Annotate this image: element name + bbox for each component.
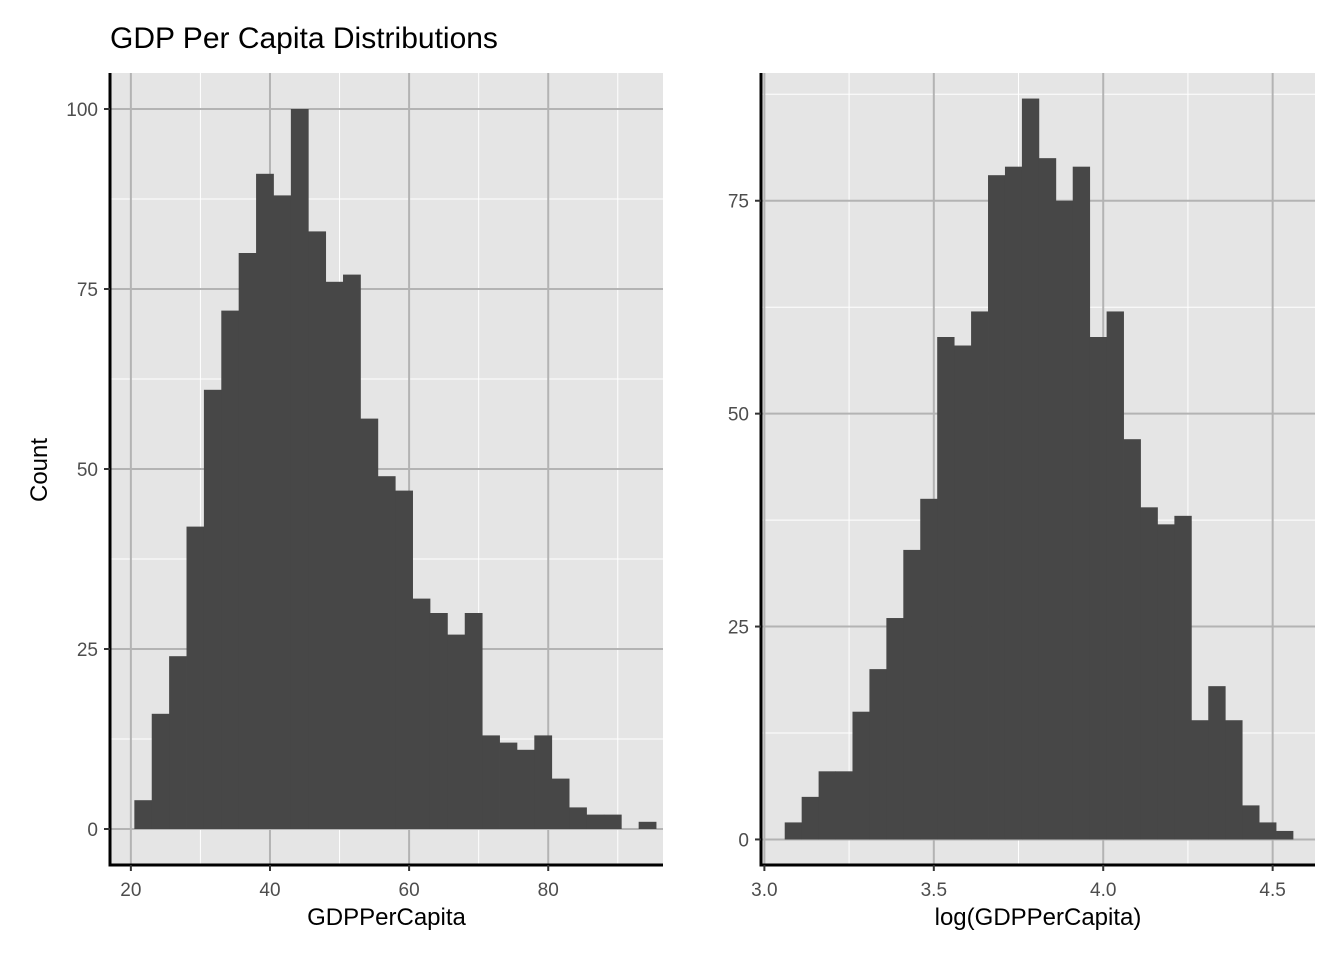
panel1-histogram-bar [186, 526, 205, 829]
chart-title: GDP Per Capita Distributions [110, 22, 498, 55]
panel2-histogram-bar [1004, 166, 1023, 840]
panel2-y-tick-label: 75 [728, 192, 749, 213]
panel2-x-tick-label: 3.5 [921, 880, 947, 901]
panel2-histogram-bar [937, 337, 955, 840]
panel2-x-tick-label: 4.5 [1259, 880, 1285, 901]
panel1-histogram-bar [308, 231, 327, 829]
panel2-histogram-bar [903, 549, 921, 840]
panel1-histogram-bar [377, 476, 396, 829]
panel1-histogram-bar [290, 109, 309, 829]
panel2-histogram-bar [886, 618, 904, 840]
panel1-histogram-bar [534, 735, 553, 829]
panel2-histogram-bar [1038, 158, 1057, 840]
panel1-x-axis-title: GDPPerCapita [307, 904, 466, 931]
panel2-histogram-bar [1021, 98, 1040, 840]
panel2-histogram-bar [1242, 805, 1260, 840]
panel1-y-tick-label: 100 [66, 100, 98, 121]
panel2-x-tick-label: 3.0 [751, 880, 777, 901]
panel2-y-tick-label: 0 [738, 830, 749, 851]
panel1-histogram-bar [551, 778, 570, 829]
panel2-histogram-bar [1072, 166, 1091, 840]
panel1-histogram-bar [429, 613, 448, 829]
y-axis-title: Count [26, 438, 53, 502]
panel2-histogram-bar [954, 345, 972, 840]
panel1-histogram-bar [569, 807, 587, 829]
panel1-histogram-bar [325, 281, 344, 829]
panel1-histogram-bar [447, 634, 466, 829]
panel1-histogram-bar [238, 253, 257, 829]
panel1-histogram-bar [169, 656, 187, 829]
panel1-x-tick-label: 80 [538, 880, 559, 901]
panel1-histogram-bar [638, 821, 657, 829]
panel1-y-tick-label: 0 [87, 820, 98, 841]
panel1-histogram-bar [395, 490, 413, 829]
panel1-histogram-bar [343, 274, 361, 830]
panel2-histogram-bar [801, 796, 820, 840]
panel1-histogram-bar [516, 749, 535, 829]
panel2-histogram-bar [1225, 720, 1243, 840]
panel2-histogram-bar [971, 311, 989, 840]
panel1-x-tick-label: 20 [120, 880, 141, 901]
panel2-histogram-bar [1208, 686, 1226, 840]
panel2-histogram-bar [988, 175, 1006, 840]
panel1-histogram-bar [360, 418, 379, 829]
panel2-histogram-bar [1191, 720, 1209, 840]
panel1-histogram-bar [203, 389, 222, 829]
panel1-histogram-bar [221, 310, 240, 830]
panel1-histogram-bar [499, 742, 518, 829]
panel1-y-tick-label: 25 [77, 640, 98, 661]
panel2-histogram-bar [1055, 200, 1074, 840]
panel1-y-tick-label: 50 [77, 460, 98, 481]
panel1-histogram-bar [586, 814, 605, 829]
panel2-histogram-bar [1157, 524, 1175, 840]
panel2-histogram-bar [920, 498, 938, 840]
panel1-histogram-bar [273, 195, 292, 829]
panel1-histogram-bar [151, 713, 170, 829]
panel2-histogram-bar [869, 669, 887, 840]
panel1-histogram-bar [464, 613, 483, 829]
panel2-y-tick-label: 50 [728, 405, 749, 426]
panel1-histogram-bar [482, 735, 500, 829]
panel2-histogram-bar [1174, 515, 1192, 840]
panel2-x-tick-label: 4.0 [1090, 880, 1116, 901]
panel2-histogram-bar [835, 771, 853, 840]
panel2-y-tick-label: 25 [728, 618, 749, 639]
panel1-histogram-bar [134, 800, 153, 829]
panel2-x-axis-title: log(GDPPerCapita) [935, 904, 1142, 931]
panel2-histogram-bar [784, 822, 803, 840]
panel1-x-tick-label: 60 [399, 880, 420, 901]
panel2-histogram-bar [1106, 311, 1124, 840]
panel1-histogram-bar [412, 598, 431, 829]
panel1-histogram-bar [603, 814, 622, 829]
panel2-histogram-bar [1259, 822, 1277, 840]
panel1-histogram-bar [256, 173, 274, 830]
panel1-x-tick-label: 40 [259, 880, 280, 901]
panel2-histogram-bar [852, 711, 870, 840]
panel2-histogram-bar [1089, 337, 1108, 840]
panel2-histogram-bar [1140, 507, 1158, 840]
panel2-histogram-bar [1276, 830, 1294, 840]
panel2-histogram-bar [1123, 439, 1141, 840]
panel1-y-tick-label: 75 [77, 280, 98, 301]
panel2-histogram-bar [818, 771, 836, 840]
